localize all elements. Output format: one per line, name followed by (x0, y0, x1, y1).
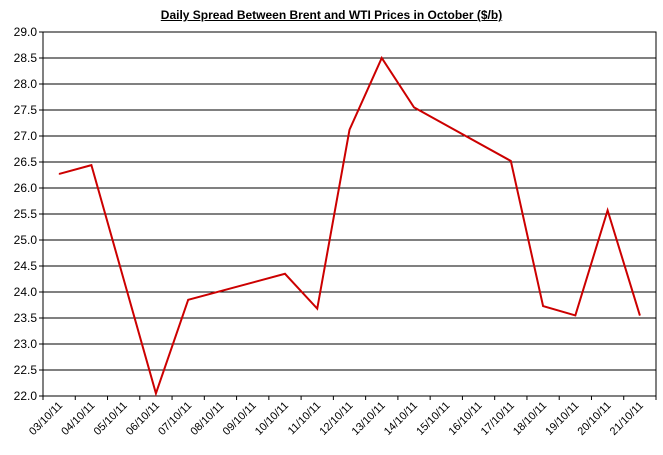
x-tick-label: 10/10/11 (253, 400, 291, 438)
x-tick-label: 08/10/11 (188, 400, 226, 438)
y-tick-label: 24.5 (14, 259, 38, 273)
y-tick-label: 23.5 (14, 311, 38, 325)
data-point (413, 106, 415, 108)
y-tick-label: 28.5 (14, 51, 38, 65)
data-point (284, 273, 286, 275)
spread-line (58, 55, 641, 397)
y-axis: 22.0 22.5 23.0 23.5 24.0 24.5 25.0 25.5 26.0 26.5… (14, 25, 43, 403)
data-point (639, 314, 641, 316)
data-point (510, 160, 512, 162)
data-point (316, 308, 318, 310)
y-tick-label: 25.0 (14, 233, 38, 247)
data-point (574, 314, 576, 316)
x-tick-label: 19/10/11 (543, 400, 581, 438)
x-tick-label: 05/10/11 (92, 400, 130, 438)
y-tick-label: 29.0 (14, 25, 38, 39)
x-tick-label: 12/10/11 (317, 400, 355, 438)
y-tick-label: 25.5 (14, 207, 38, 221)
y-tick-label: 28.0 (14, 77, 38, 91)
y-tick-label: 24.0 (14, 285, 38, 299)
y-tick-label: 26.0 (14, 181, 38, 195)
data-point (381, 57, 383, 59)
data-point (349, 129, 350, 131)
data-point (90, 164, 92, 166)
y-tick-label: 23.0 (14, 337, 38, 351)
x-tick-label: 14/10/11 (382, 400, 420, 438)
x-tick-label: 20/10/11 (576, 400, 614, 438)
x-tick-label: 13/10/11 (350, 400, 388, 438)
x-tick-label: 06/10/11 (124, 400, 162, 438)
x-tick-label: 04/10/11 (59, 400, 97, 438)
chart-title: Daily Spread Between Brent and WTI Price… (160, 8, 503, 22)
data-point (607, 209, 609, 211)
data-point (187, 299, 189, 301)
y-tick-label: 27.5 (14, 103, 38, 117)
x-axis: 03/10/1104/10/1105/10/1106/10/1107/10/11… (27, 396, 657, 438)
x-tick-label: 03/10/11 (27, 400, 65, 438)
spread-series (58, 55, 641, 397)
data-point (542, 305, 544, 307)
x-tick-label: 21/10/11 (608, 400, 646, 438)
x-tick-label: 07/10/11 (156, 400, 194, 438)
y-tick-label: 27.0 (14, 129, 38, 143)
data-point (58, 173, 60, 175)
gridlines (43, 57, 656, 371)
x-tick-label: 18/10/11 (511, 400, 549, 438)
x-tick-label: 16/10/11 (446, 400, 484, 438)
x-tick-label: 11/10/11 (286, 400, 324, 438)
y-tick-label: 22.5 (14, 363, 38, 377)
y-tick-label: 22.0 (14, 389, 38, 403)
data-point (155, 392, 157, 394)
x-tick-label: 17/10/11 (479, 400, 517, 438)
x-tick-label: 09/10/11 (221, 400, 259, 438)
y-tick-label: 26.5 (14, 155, 38, 169)
x-tick-label: 15/10/11 (414, 400, 452, 438)
